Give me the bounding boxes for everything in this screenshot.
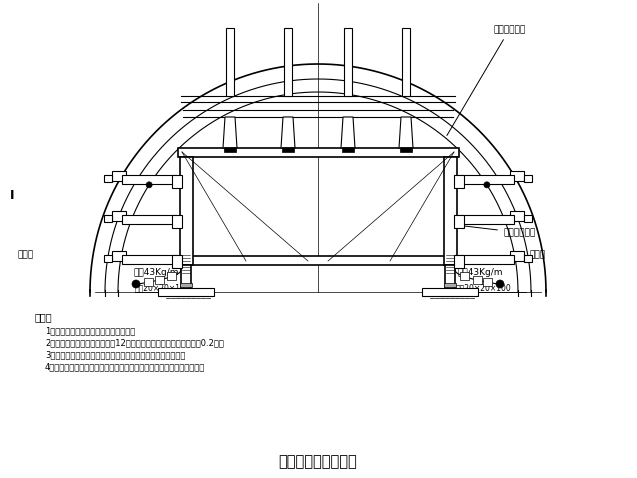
Text: 1、本图仅为示意，本图单位以厘米计；: 1、本图仅为示意，本图单位以厘米计； — [45, 326, 135, 335]
Text: 4、靠近拱脚处的模板支撑采用套筒螺杆，其余部分采用油缸调节模板。: 4、靠近拱脚处的模板支撑采用套筒螺杆，其余部分采用油缸调节模板。 — [45, 362, 205, 371]
Bar — [175, 289, 197, 296]
Bar — [454, 255, 464, 268]
Bar — [178, 148, 459, 157]
Text: 预埋件: 预埋件 — [530, 250, 546, 260]
Text: 钢轨43Kg/m: 钢轨43Kg/m — [457, 268, 503, 277]
Bar — [510, 211, 524, 221]
Bar — [112, 251, 126, 261]
Bar — [172, 175, 182, 188]
Polygon shape — [342, 147, 354, 152]
Circle shape — [506, 257, 512, 263]
Circle shape — [132, 280, 140, 288]
Bar — [122, 215, 177, 224]
Bar — [104, 215, 112, 222]
Text: 预埋件: 预埋件 — [18, 250, 34, 260]
Circle shape — [124, 217, 130, 223]
Bar — [459, 175, 514, 184]
Text: 模板台车结构示意图: 模板台车结构示意图 — [278, 455, 357, 469]
Bar — [172, 255, 182, 268]
Polygon shape — [341, 117, 355, 148]
Bar — [445, 265, 455, 289]
Text: 枕木20×20×100: 枕木20×20×100 — [456, 283, 512, 292]
Bar — [144, 278, 153, 286]
Polygon shape — [399, 117, 413, 148]
Text: 2、采用整体式模板台车，长度12米，下一组和上一组模板搭接长度0.2米；: 2、采用整体式模板台车，长度12米，下一组和上一组模板搭接长度0.2米； — [45, 338, 224, 347]
Bar — [459, 255, 514, 264]
Bar — [104, 255, 112, 262]
Bar — [168, 272, 176, 280]
Bar — [181, 265, 191, 289]
Bar — [284, 28, 292, 96]
Text: 说明：: 说明： — [35, 312, 53, 322]
Bar — [444, 283, 456, 287]
Bar — [483, 278, 492, 286]
Polygon shape — [223, 117, 237, 148]
Circle shape — [506, 217, 512, 223]
Bar — [473, 276, 482, 284]
Bar — [180, 283, 192, 287]
Text: I: I — [10, 188, 15, 202]
Circle shape — [146, 182, 152, 188]
Circle shape — [496, 280, 504, 288]
Bar — [344, 28, 352, 96]
Bar — [439, 289, 461, 296]
Bar — [454, 215, 464, 228]
Bar — [122, 255, 177, 264]
Text: 3、台车脚采用在边墙脚内的预埋件固定，以防砼灌注时内移。: 3、台车脚采用在边墙脚内的预埋件固定，以防砼灌注时内移。 — [45, 350, 185, 359]
Circle shape — [506, 177, 512, 183]
Bar — [444, 157, 457, 265]
Bar — [447, 285, 453, 290]
Bar — [459, 215, 514, 224]
Circle shape — [484, 182, 490, 188]
Bar — [524, 215, 532, 222]
Bar — [183, 285, 189, 290]
Text: 台车固定螺杆: 台车固定螺杆 — [459, 225, 535, 237]
Polygon shape — [224, 147, 236, 152]
Circle shape — [124, 177, 130, 183]
Bar — [155, 276, 164, 284]
Text: 钢轨43Kg/m: 钢轨43Kg/m — [133, 268, 179, 277]
Bar — [402, 28, 410, 96]
Polygon shape — [282, 147, 294, 152]
Polygon shape — [400, 147, 412, 152]
Polygon shape — [281, 117, 295, 148]
Bar — [180, 157, 193, 265]
Bar — [158, 288, 214, 296]
Bar — [454, 175, 464, 188]
Bar — [112, 171, 126, 181]
Text: 枕木20×20×100: 枕木20×20×100 — [135, 283, 190, 292]
Bar — [524, 255, 532, 262]
Text: 隧道内轮廓线: 隧道内轮廓线 — [447, 25, 526, 135]
Bar — [524, 175, 532, 182]
Bar — [172, 215, 182, 228]
Bar — [104, 175, 112, 182]
Bar — [422, 288, 478, 296]
Bar — [510, 171, 524, 181]
Bar — [226, 28, 234, 96]
Bar — [460, 272, 469, 280]
Bar — [510, 251, 524, 261]
Bar — [112, 211, 126, 221]
Bar — [122, 175, 177, 184]
Bar — [178, 256, 459, 265]
Circle shape — [124, 257, 130, 263]
